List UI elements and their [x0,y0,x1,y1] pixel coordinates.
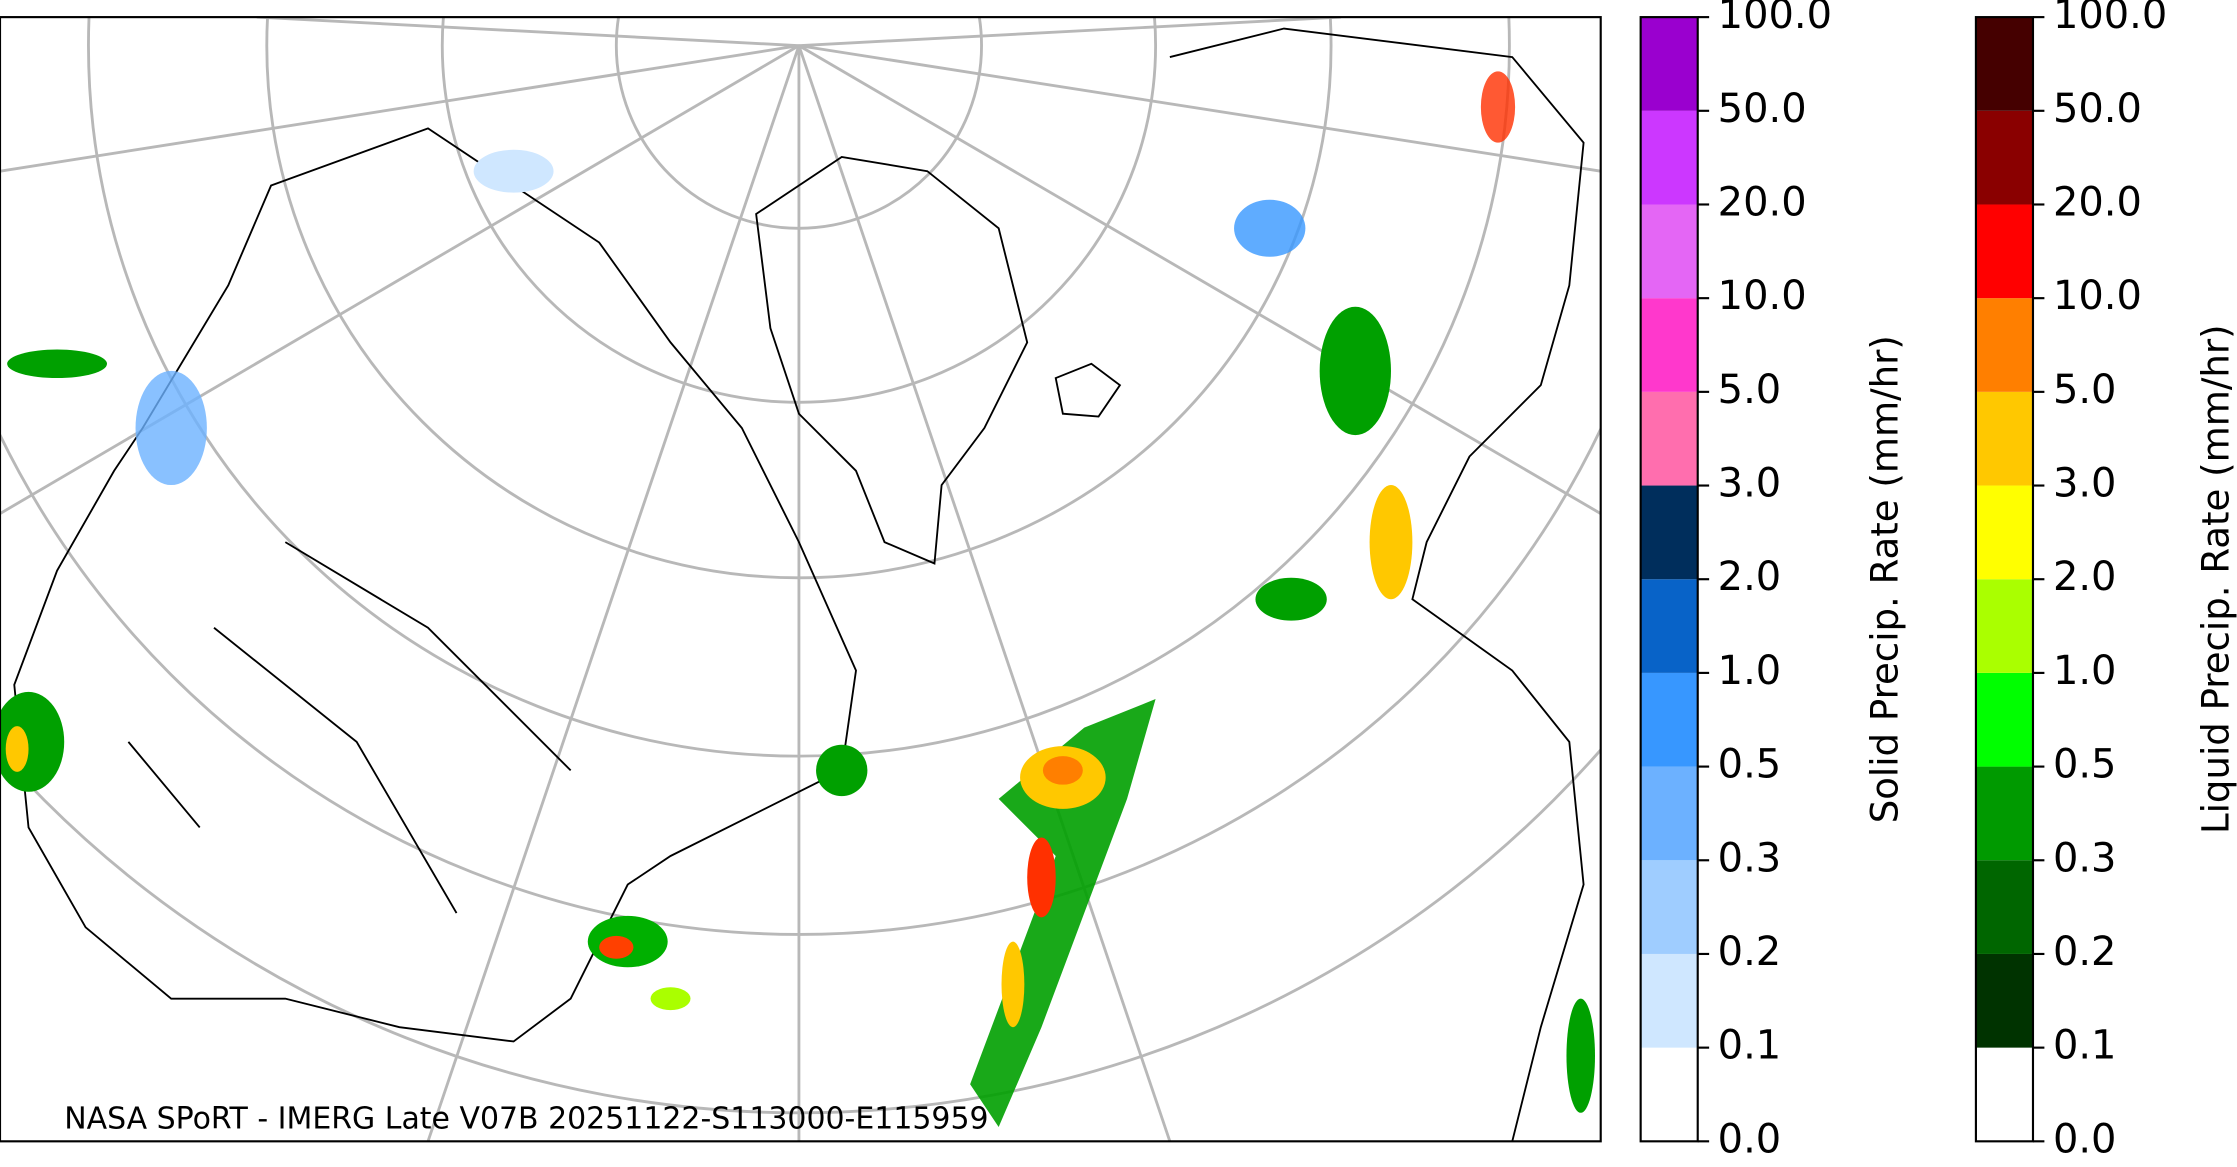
colorbar-bin [1640,391,1698,486]
colorbar-tick-label: 1.0 [1718,648,1782,694]
colorbar-bin [1975,1047,2033,1142]
graticule [0,17,1601,1142]
colorbar-tick-label: 10.0 [1718,273,1807,319]
colorbar-tick-label: 2.0 [1718,554,1782,600]
colorbar-tick-label: 2.0 [2053,554,2117,600]
colorbar-tick-label: 5.0 [1718,367,1782,413]
colorbar-tick-label: 10.0 [2053,273,2142,319]
colorbar-bin [1640,110,1698,205]
map: NASA SPoRT - IMERG Late V07B 20251122-S1… [0,17,1601,1142]
colorbar-bin [1975,391,2033,486]
colorbar-tick-label: 50.0 [1718,86,1807,132]
colorbar-bin [1640,672,1698,767]
colorbar-bin [1975,766,2033,861]
colorbar-bin [1640,204,1698,299]
colorbar-tick-label: 100.0 [2053,0,2167,38]
colorbar-bin [1975,298,2033,392]
colorbar-bin [1975,579,2033,673]
colorbar-tick-label: 0.1 [2053,1023,2117,1069]
colorbar-bin [1640,860,1698,954]
colorbar-bin [1975,204,2033,299]
colorbar-tick-label: 100.0 [1718,0,1832,38]
colorbar-bin [1640,766,1698,861]
colorbar-tick-label: 0.0 [2053,1116,2117,1162]
colorbar-tick-label: 3.0 [1718,461,1782,507]
colorbar-bin [1975,860,2033,954]
colorbar-bin [1975,953,2033,1048]
colorbar-bin [1640,1047,1698,1142]
colorbar-tick-label: 3.0 [2053,461,2117,507]
colorbar-tick-label: 50.0 [2053,86,2142,132]
colorbar-tick-label: 20.0 [2053,179,2142,225]
colorbar-bin [1640,579,1698,673]
colorbar-tick-label: 0.2 [1718,929,1782,975]
colorbar-tick-label: 0.3 [1718,835,1782,881]
colorbar-bin [1640,485,1698,580]
colorbar-tick-label: 0.1 [1718,1023,1782,1069]
colorbar-label: Solid Precip. Rate (mm/hr) [1863,335,1906,823]
colorbar-bin [1975,672,2033,767]
colorbar-tick-label: 0.5 [1718,742,1782,788]
coastlines [13,27,1585,1142]
colorbar-tick-label: 20.0 [1718,179,1807,225]
colorbar-bin [1975,485,2033,580]
colorbar-bin [1640,298,1698,392]
colorbar-tick-label: 0.2 [2053,929,2117,975]
colorbar-bin [1640,953,1698,1048]
colorbar-label: Liquid Precip. Rate (mm/hr) [2194,324,2237,834]
colorbar-bin [1975,17,2033,111]
colorbar-bin [1975,110,2033,205]
colorbar-tick-label: 1.0 [2053,648,2117,694]
colorbar-bin [1640,17,1698,111]
colorbar-tick-label: 0.5 [2053,742,2117,788]
colorbars: 0.0 0.1 0.2 0.3 0.5 1.0 2.0 3.0 5.0 10.0 20.0 50.0 1… [1639,0,2237,1162]
footer: NASA SPoRT - IMERG Late V07B 20251122-S1… [64,1101,988,1136]
colorbar-tick-label: 5.0 [2053,367,2117,413]
colorbar-tick-label: 0.0 [1718,1116,1782,1162]
map-frame [0,16,1602,1143]
precipitation [0,71,1596,1128]
colorbar-tick-label: 0.3 [2053,835,2117,881]
